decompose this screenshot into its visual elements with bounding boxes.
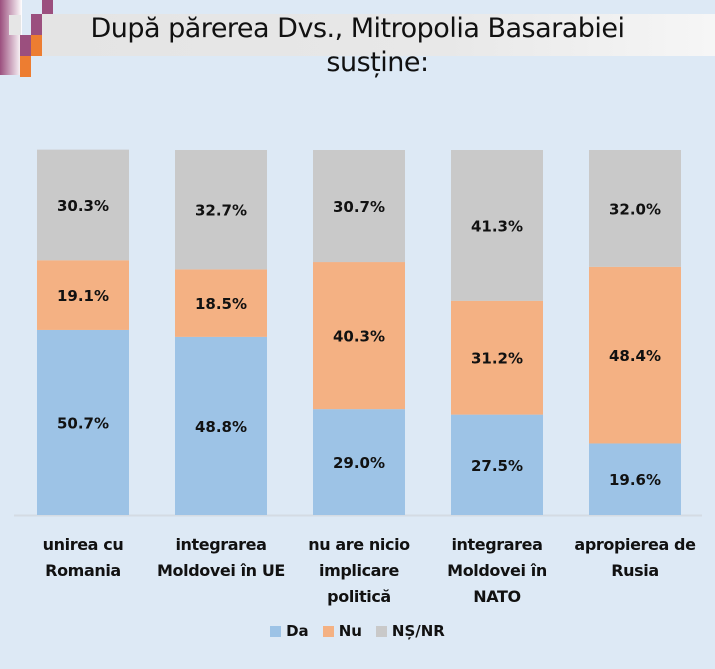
legend-swatch-nu xyxy=(322,625,334,637)
data-label-nu: 19.1% xyxy=(57,287,109,305)
data-label-ns-nr: 30.7% xyxy=(333,198,385,216)
x-tick-label-line: Moldovei în UE xyxy=(157,561,285,580)
x-tick-label: unirea cu Romania xyxy=(18,532,148,584)
x-tick-label-line: politică xyxy=(327,587,391,606)
corner-square-orange xyxy=(20,56,31,77)
data-label-da: 19.6% xyxy=(609,471,661,489)
x-tick-label: integrarea Moldovei în UE xyxy=(156,532,286,584)
x-tick-label-line: apropierea de xyxy=(574,535,696,554)
bar-segment-da xyxy=(589,443,681,515)
x-tick-label: integrarea Moldovei în NATO xyxy=(432,532,562,610)
corner-decoration-white-square xyxy=(9,15,21,35)
data-label-ns-nr: 32.0% xyxy=(609,200,661,218)
x-tick-label-line: integrarea xyxy=(175,535,267,554)
bar-segment-ns-nr xyxy=(313,150,405,263)
legend-swatch-da xyxy=(270,625,282,637)
x-tick-label-line: NATO xyxy=(473,587,521,606)
x-tick-label: nu are nicio implicare politică xyxy=(294,532,424,610)
bar-segment-ns-nr xyxy=(589,150,681,267)
legend-item-da: Da xyxy=(270,622,309,640)
x-tick-label-line: integrarea xyxy=(451,535,543,554)
bar-segment-ns-nr xyxy=(175,150,267,270)
x-tick-label-line: unirea cu xyxy=(42,535,124,554)
corner-square-purple xyxy=(31,14,42,35)
bar-segment-nu xyxy=(589,266,681,444)
corner-square-purple xyxy=(42,0,53,14)
title-line-1: După părerea Dvs., Mitropolia Basarabiei xyxy=(90,13,625,44)
x-tick-label-line: Romania xyxy=(45,561,121,580)
x-tick-label-line: Rusia xyxy=(611,561,659,580)
bar-segment-nu xyxy=(175,269,267,337)
data-label-da: 29.0% xyxy=(333,454,385,472)
corner-square-orange xyxy=(31,35,42,56)
corner-square-purple xyxy=(20,35,31,56)
bar-segment-nu xyxy=(451,300,543,415)
bar-segment-nu xyxy=(313,262,405,410)
legend-item-nu: Nu xyxy=(322,622,362,640)
bar-segment-da xyxy=(175,336,267,515)
x-tick-label: apropierea de Rusia xyxy=(570,532,700,584)
data-label-ns-nr: 30.3% xyxy=(57,197,109,215)
data-label-da: 48.8% xyxy=(195,418,247,436)
x-tick-label-line: Moldovei în xyxy=(447,561,547,580)
bar-segment-nu xyxy=(37,260,129,330)
bar-segment-ns-nr xyxy=(451,150,543,301)
data-label-ns-nr: 32.7% xyxy=(195,202,247,220)
data-label-da: 50.7% xyxy=(57,414,109,432)
bar-segment-da xyxy=(313,409,405,515)
x-tick-label-line: nu are nicio xyxy=(308,535,410,554)
chart-title: După părerea Dvs., Mitropolia Basarabiei… xyxy=(0,12,715,80)
x-tick-label-line: implicare xyxy=(318,561,399,580)
legend: Da Nu NȘ/NR xyxy=(0,622,715,640)
data-label-da: 27.5% xyxy=(471,457,523,475)
bar-segment-da xyxy=(37,329,129,515)
legend-label-nu: Nu xyxy=(338,622,362,640)
data-label-ns-nr: 41.3% xyxy=(471,217,523,235)
data-label-nu: 18.5% xyxy=(195,295,247,313)
legend-swatch-ns-nr xyxy=(375,625,387,637)
bar-segment-da xyxy=(451,414,543,515)
title-band xyxy=(42,14,715,56)
legend-label-da: Da xyxy=(286,622,309,640)
data-label-nu: 31.2% xyxy=(471,350,523,368)
data-label-nu: 40.3% xyxy=(333,328,385,346)
legend-label-ns-nr: NȘ/NR xyxy=(391,622,445,640)
bar-segment-ns-nr xyxy=(37,149,129,261)
legend-item-ns-nr: NȘ/NR xyxy=(375,622,445,640)
title-line-2: susține: xyxy=(326,47,429,78)
data-label-nu: 48.4% xyxy=(609,347,661,365)
